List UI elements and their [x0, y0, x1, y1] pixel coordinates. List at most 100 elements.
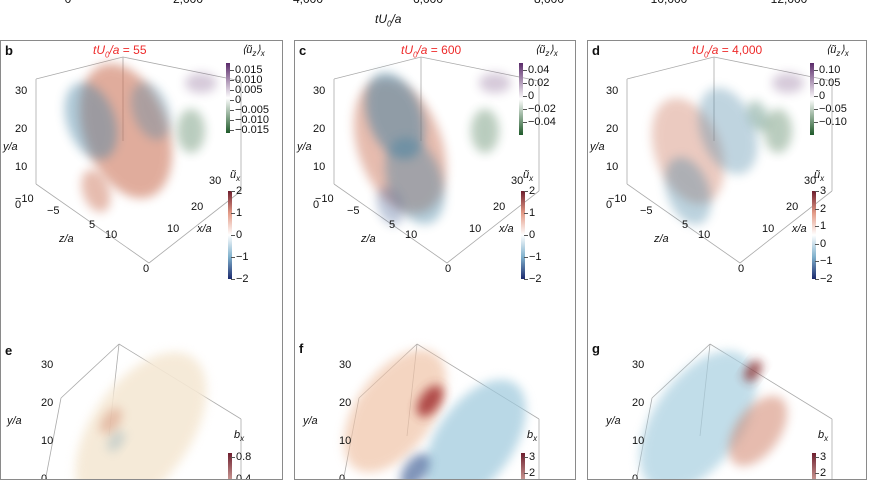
y-axis-tick: 30 [15, 85, 28, 97]
ux-colorbar-title: ũx [814, 169, 825, 184]
volume-render-scene [35, 56, 242, 479]
x-axis-tick: 0 [143, 263, 150, 275]
top-axis-tick: 2,000 [173, 0, 203, 6]
z-axis-tick: −5 [640, 205, 653, 217]
y-axis-title: y/a [303, 415, 318, 427]
uz-colorbar-title: ⟨ũz⟩x [242, 44, 265, 59]
volume-blob [131, 82, 171, 140]
z-axis-tick: −10 [15, 193, 34, 205]
y-axis-tick: 20 [41, 397, 54, 409]
volume-blob [100, 407, 122, 435]
bx-colorbar [521, 453, 525, 479]
y-axis-tick: 0 [632, 473, 639, 480]
uz-colorbar-title: ⟨ũz⟩x [535, 44, 558, 59]
cube-edge [122, 56, 242, 82]
top-axis-title: tU0/a [375, 12, 402, 29]
volume-render-scene [626, 56, 833, 479]
time-label: tU0/a = 55 [93, 43, 147, 60]
ux-colorbar-tick: −2 [815, 273, 833, 285]
uz-colorbar [226, 63, 230, 133]
y-axis-tick: 10 [339, 435, 352, 447]
ux-colorbar-tick: −2 [524, 273, 542, 285]
ux-colorbar-tick: −1 [524, 251, 542, 263]
bx-colorbar [812, 453, 816, 479]
uz-projection-blob [479, 73, 511, 93]
x-axis-tick: 20 [191, 201, 204, 213]
x-axis-title: x/a [197, 223, 212, 235]
y-axis-tick: 30 [41, 359, 54, 371]
y-axis-title: y/a [7, 415, 22, 427]
uz-colorbar-tick: 0.10 [813, 64, 841, 76]
volume-blob [423, 379, 527, 479]
y-axis-tick: 0 [339, 473, 346, 480]
z-axis-tick: 5 [389, 219, 396, 231]
ux-colorbar-tick: −1 [231, 251, 249, 263]
ux-colorbar-title: ũx [523, 169, 534, 184]
top-axis-tick: 12,000 [771, 0, 808, 6]
panel-column-1: b tU0/a = 55 ⟨ũz⟩x 0.015 0.010 0.005 0 −0.005 −0… [0, 40, 283, 480]
volume-blob [365, 72, 425, 160]
volume-blob [400, 453, 430, 479]
top-axis-tick: 4,000 [293, 0, 323, 6]
volume-blob [698, 87, 758, 175]
uz-projection-blob [772, 73, 804, 93]
volume-blob [376, 186, 404, 226]
y-axis-tick: 20 [606, 123, 619, 135]
top-axis-tick: 6,000 [413, 0, 443, 6]
volume-blob [343, 349, 447, 473]
volume-blob [416, 385, 444, 417]
x-axis-tick: 20 [786, 201, 799, 213]
time-label: tU0/a = 4,000 [692, 43, 763, 60]
volume-blob [75, 351, 207, 479]
z-axis-tick: 10 [105, 229, 118, 241]
bx-colorbar-tick: 3 [523, 451, 536, 463]
x-axis-title: x/a [792, 223, 807, 235]
top-axis-tick: 8,000 [534, 0, 564, 6]
z-axis-tick: −5 [47, 205, 60, 217]
cube-edge [45, 397, 62, 479]
uz-projection-blob [471, 109, 499, 153]
uz-colorbar-tick: −0.010 [230, 114, 269, 126]
y-axis-tick: 10 [632, 435, 645, 447]
panel-letter: c [299, 43, 307, 58]
uz-colorbar-tick: −0.005 [230, 104, 269, 116]
uz-colorbar [810, 63, 814, 135]
bx-colorbar-title: bx [234, 429, 245, 444]
uz-colorbar-tick: −0.02 [523, 103, 556, 115]
z-axis-title: z/a [361, 233, 376, 245]
uz-projection-blob [177, 109, 205, 153]
y-axis-tick: 10 [15, 161, 28, 173]
y-axis-tick: 10 [41, 435, 54, 447]
ux-colorbar [228, 191, 232, 279]
uz-colorbar-tick: −0.04 [523, 116, 556, 128]
bx-colorbar [228, 453, 232, 479]
x-axis-tick: 30 [511, 175, 524, 187]
ux-colorbar-tick: 2 [523, 185, 536, 197]
ux-colorbar-tick: 0 [814, 237, 827, 250]
x-axis-tick: 0 [738, 263, 745, 275]
uz-colorbar-tick: 0 [813, 90, 826, 102]
uz-colorbar-tick: 0.015 [230, 64, 263, 76]
uz-colorbar-tick: −0.10 [814, 116, 847, 128]
x-axis-tick: 10 [762, 223, 775, 235]
cube-edge [626, 183, 741, 264]
volume-blob [639, 350, 757, 479]
x-axis-tick: 10 [167, 223, 180, 235]
y-axis-title: y/a [297, 141, 312, 153]
z-axis-tick: 5 [682, 219, 689, 231]
panel-letter: d [592, 43, 600, 58]
volume-blob [747, 100, 769, 132]
uz-colorbar-tick: −0.015 [230, 124, 269, 136]
ux-colorbar-tick: 1 [230, 207, 243, 219]
time-label: tU0/a = 600 [401, 43, 462, 60]
uz-projection-blob [185, 73, 217, 93]
cube-edge [651, 343, 711, 399]
ux-colorbar-tick: 0 [523, 229, 536, 241]
volume-render-scene [333, 56, 540, 479]
panel-letter: f [299, 341, 304, 356]
y-axis-tick: 0 [313, 199, 320, 211]
y-axis-title: y/a [590, 141, 605, 153]
y-axis-tick: 10 [606, 161, 619, 173]
uz-colorbar-tick: 0 [229, 94, 242, 106]
uz-colorbar-tick: 0.02 [522, 77, 550, 89]
